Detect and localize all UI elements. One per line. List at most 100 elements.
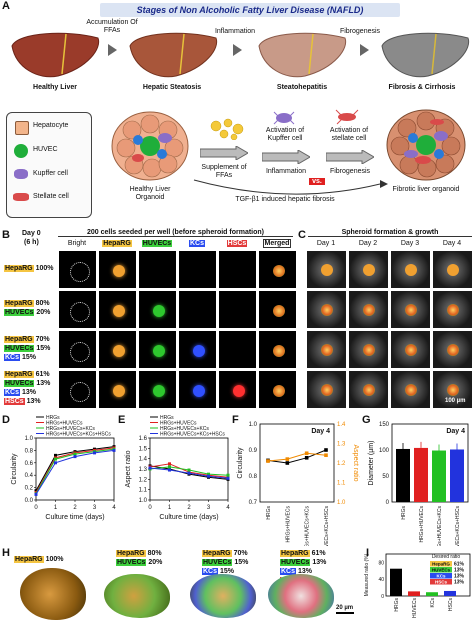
b-micrograph-r1-c6 [258, 250, 297, 289]
c-spheroid-r3-c4 [447, 344, 459, 356]
f-xtick-label-2: HRGs+HUVECs+KCs [305, 506, 311, 546]
d-series-3-point-1 [54, 457, 57, 461]
c-micrograph-r3-c1 [306, 330, 347, 369]
healthy-organoid-illustration [110, 110, 190, 182]
b-row3-label-2-value: 15% [34, 344, 51, 352]
e-series-2-point-1 [168, 462, 171, 466]
f-ytick-label-0: 0.7 [249, 500, 258, 506]
b-spheroid-r2-c6 [272, 304, 285, 317]
panel-c-letter: C [298, 229, 306, 241]
c-micrograph-r4-c4 [432, 370, 473, 409]
i-legend-swatch-2 [430, 567, 452, 573]
arrow-inflammation [261, 149, 311, 165]
panel-h-letter: H [2, 547, 10, 559]
e-xtick-label-1: 1 [168, 505, 172, 511]
d-series-4-point-3 [93, 451, 96, 455]
h-spheroid-image-1 [20, 568, 86, 620]
i-legend-swatch-4 [430, 579, 452, 585]
b-row4-label-4: HSCs 13% [4, 398, 41, 405]
f-y2tick-label-0: 1.0 [337, 500, 346, 506]
d-ytick-label-2: 0.4 [25, 473, 34, 479]
panel-g-letter: G [362, 414, 371, 426]
panel-d-letter: D [2, 414, 10, 426]
i-bar-1 [390, 568, 402, 596]
g-bar-3 [432, 450, 446, 502]
b-micrograph-r3-c6 [258, 330, 297, 369]
b-row4-label-1-value: 61% [33, 371, 50, 378]
d-series-1-point-1 [54, 453, 57, 457]
b-micrograph-r3-c4 [178, 330, 217, 369]
h-img2-label-2-value: 20% [146, 559, 163, 566]
col-heparg: HepaRG [98, 240, 136, 247]
i-xtick-label-0: HRGs [394, 598, 400, 612]
panel-a-title: Stages of Non Alcoholic Fatty Liver Dise… [100, 3, 400, 17]
col-merged: Merged [258, 239, 296, 248]
d-xtick-label-0: 0 [34, 505, 38, 511]
d-series-4-point-2 [73, 455, 77, 459]
b-spheroid-r1-c1 [69, 261, 90, 282]
hepatocyte-icon [15, 121, 29, 135]
f-title: Day 4 [311, 428, 330, 435]
g-ytick-label-2: 100 [379, 448, 390, 454]
f-ytick-label-3: 1.0 [249, 422, 258, 428]
c-spheroid-r4-c2 [363, 384, 375, 396]
b-micrograph-r2-c5 [218, 290, 257, 329]
e-xtick-label-0: 0 [148, 505, 152, 511]
b-spheroid-r3-c2 [112, 344, 125, 357]
b-row3-label-2: HUVECs 15% [4, 344, 51, 352]
b-spheroid-r2-c3 [152, 304, 165, 317]
h-img3-label-2-tag: HUVECs [202, 559, 233, 566]
c-micrograph-r4-c2 [348, 370, 389, 409]
c-micrograph-r2-c3 [390, 290, 431, 329]
d-legend-4: HRGs+HUVECs+KCs+HSCs [46, 432, 111, 438]
g-title: Day 4 [446, 428, 465, 435]
g-bar-2 [414, 447, 428, 502]
h-spheroid-image-4 [268, 574, 334, 618]
e-ytick-label-4: 1.4 [139, 457, 148, 463]
d-xtick-label-1: 1 [54, 505, 58, 511]
b-row2-label-2: HUVECs 20% [4, 309, 50, 316]
h-img3-label-2: HUVECs 15% [202, 559, 248, 566]
f-y2tick-label-1: 1.1 [337, 481, 346, 487]
b-micrograph-r1-c2 [98, 250, 137, 289]
h-img3-label-1: HepaRG 70% [202, 550, 248, 557]
panel-g-chart: Day 4 0 50 100 150 Diameter (µm) HRGs HRGs+HUVE… [368, 422, 469, 546]
b-spheroid-r1-c6 [272, 264, 285, 277]
panel-b-header: 200 cells seeded per well (before sphero… [58, 229, 293, 237]
i-bar-2 [408, 591, 420, 596]
h-img3-label-1-tag: HepaRG [202, 550, 232, 557]
d-xlabel: Culture time (days) [45, 514, 104, 521]
stage-label-fibrosis: Fibrosis & Cirrhosis [388, 84, 456, 91]
stage-label-healthy: Healthy Liver [33, 84, 77, 91]
d-series-4-point-0 [34, 492, 38, 496]
b-row4-label-4-tag: HSCs [4, 398, 25, 405]
f-xtick-label-0: HRGs [266, 506, 272, 520]
b-row4-label-3-tag: KCs [4, 389, 21, 396]
e-legend-4: HRGs+HUVECs+KCs+HSCs [160, 432, 225, 438]
liver-steatosis [126, 28, 221, 80]
b-row3-label-3-tag: KCs [4, 353, 21, 361]
b-row1-label-1-tag: HepaRG [4, 264, 34, 272]
panel-d-chart: 0.0 0.2 0.4 0.6 0.8 1.0 0 1 2 3 4 Culture time (day… [11, 415, 116, 521]
h-img4-label-2: HUVECs 13% [280, 559, 326, 566]
vs-badge: vs. [309, 178, 325, 185]
h-img3-label-3-value: 15% [218, 568, 234, 575]
h-img2-label-1: HepaRG 80% [116, 550, 162, 557]
transition-fibrogenesis: Fibrogenesis [339, 28, 381, 35]
e-series-3-point-4 [226, 473, 230, 477]
i-legend-swatch-3 [430, 573, 452, 579]
b-row4-label-3: KCs 13% [4, 389, 36, 396]
b-row2-label-2-tag: HUVECs [4, 309, 35, 316]
kupffer-activated-icon [272, 110, 296, 126]
b-spheroid-r3-c4 [192, 344, 205, 357]
e-series-3-point-2 [187, 468, 191, 472]
e-ytick-label-1: 1.1 [139, 488, 148, 494]
liver-fibrosis [378, 28, 473, 80]
f-y2tick-label-4: 1.4 [337, 422, 346, 428]
b-row4-label-4-value: 13% [24, 398, 41, 405]
c-micrograph-r2-c4 [432, 290, 473, 329]
c-spheroid-r4-c3 [405, 384, 417, 396]
b-micrograph-r2-c2 [98, 290, 137, 329]
b-row4-label-3-value: 13% [20, 389, 36, 396]
